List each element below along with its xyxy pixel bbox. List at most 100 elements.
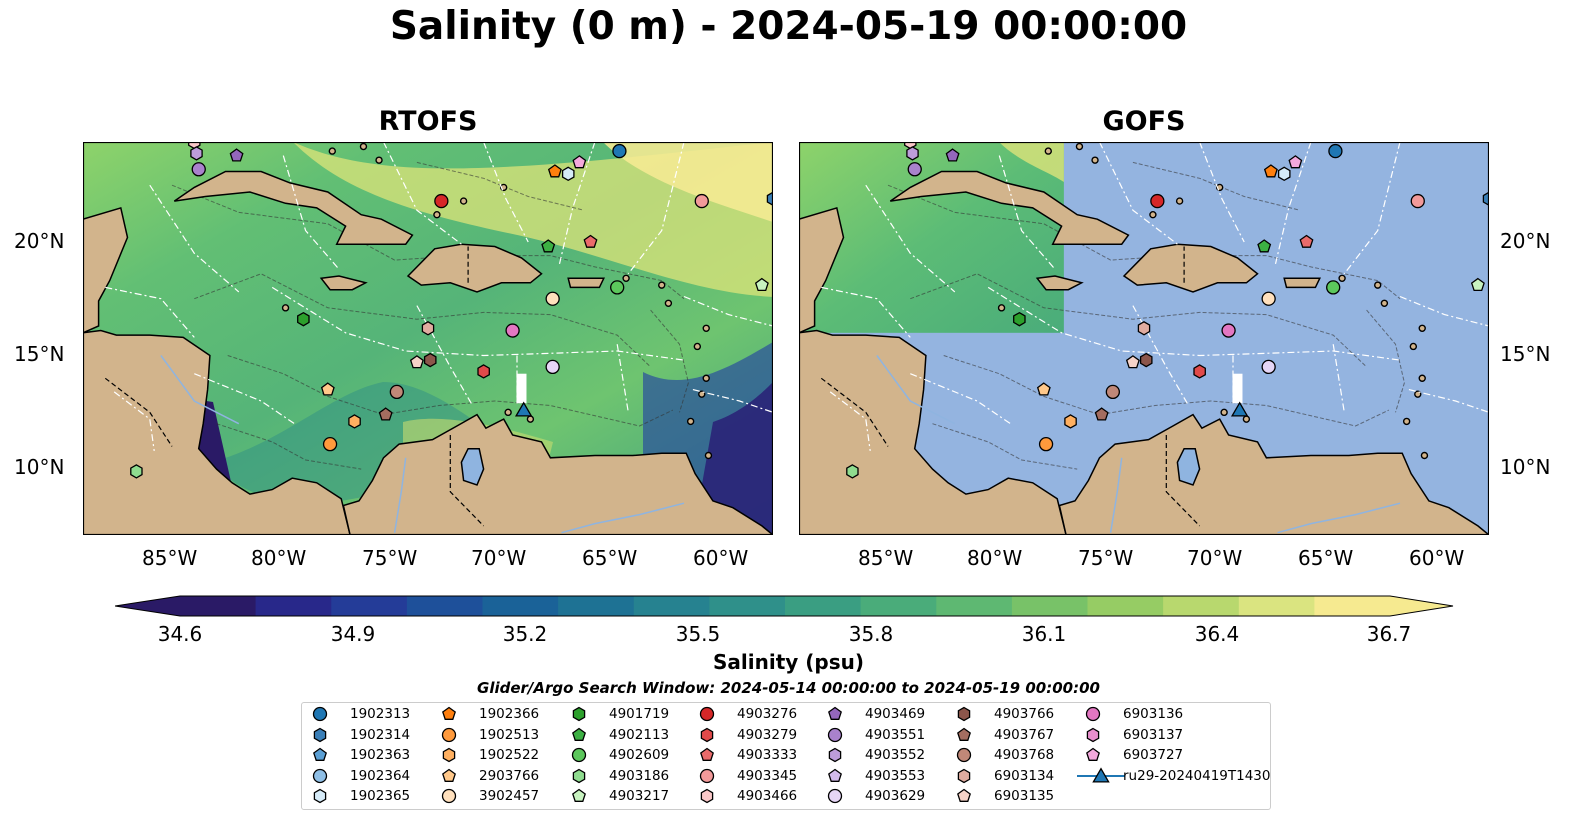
float-marker-4903345 <box>1410 193 1425 209</box>
legend-label: 1902363 <box>350 747 411 764</box>
float-marker-1902366 <box>1263 164 1278 178</box>
float-marker-4902609 <box>1326 280 1341 295</box>
legend-item: 1902363 <box>310 745 410 765</box>
legend-marker-icon <box>572 789 586 803</box>
island-land <box>1220 408 1228 417</box>
legend-label: 4903345 <box>737 767 798 784</box>
colorbar-bin <box>1087 596 1164 616</box>
legend-label: 6903136 <box>1123 706 1184 722</box>
lon-label-left-60: 60°W <box>693 546 749 570</box>
float-marker-3902457 <box>1261 291 1276 306</box>
legend-marker-icon <box>572 727 586 741</box>
island-land <box>359 142 368 151</box>
legend-item: 4903553 <box>825 766 925 786</box>
float-marker-4903629 <box>1261 359 1276 375</box>
country-border <box>820 377 889 447</box>
float-marker-4903766 <box>423 352 437 368</box>
float-marker-6903136 <box>505 323 520 338</box>
eez-boundary <box>1343 142 1401 275</box>
legend-label: 4903629 <box>865 788 926 805</box>
legend-marker-icon <box>442 747 456 763</box>
legend-marker-icon <box>441 789 457 804</box>
legend-marker-icon <box>441 727 457 742</box>
float-marker-4903333 <box>583 234 598 248</box>
lat-label-right-15: 15°N <box>1500 342 1551 366</box>
lat-label-left-10: 10°N <box>14 455 65 479</box>
legend-item: 1902365 <box>310 786 410 806</box>
lon-label-left-80: 80°W <box>251 546 307 570</box>
central-america-land <box>83 329 351 535</box>
eez-boundary <box>1098 142 1178 245</box>
eez-boundary <box>382 142 462 245</box>
eez-boundary <box>1274 142 1312 265</box>
eez-boundary <box>271 286 685 361</box>
colorbar-bin <box>255 596 332 616</box>
legend-label: 4903333 <box>737 747 798 764</box>
legend-item: 6903136 <box>1083 704 1183 724</box>
island-land <box>693 342 702 351</box>
float-marker-4903217 <box>754 277 769 292</box>
legend-marker-icon <box>571 748 587 763</box>
island-land <box>526 415 535 423</box>
float-marker-4903469 <box>945 148 960 162</box>
legend-item: 4903345 <box>697 766 797 786</box>
maracaibo-lake <box>460 447 485 486</box>
colorbar-bin <box>785 596 862 616</box>
legend-marker-icon <box>828 768 842 782</box>
legend-label: 6903727 <box>1123 747 1184 764</box>
float-marker-4901719 <box>1013 311 1026 327</box>
legend-marker-icon <box>312 706 328 722</box>
colorbar-extend-max <box>1390 596 1453 616</box>
float-marker-2903766 <box>1036 382 1051 396</box>
island-land <box>1402 417 1411 426</box>
float-marker-4903469 <box>229 148 244 162</box>
legend-item: 4901719 <box>569 704 669 724</box>
lon-label-right-65: 65°W <box>1298 546 1354 570</box>
legend-marker-icon <box>442 706 456 720</box>
yucatan-land <box>799 206 845 334</box>
glider-track <box>1232 373 1243 404</box>
river <box>876 355 956 425</box>
legend-item: 4903469 <box>825 704 925 724</box>
legend-marker-icon <box>1077 767 1125 783</box>
float-marker-1902365 <box>1277 166 1291 182</box>
island-land <box>1374 281 1382 289</box>
colorbar-bin <box>558 596 635 616</box>
legend-label: 1902313 <box>350 706 411 722</box>
float-marker-4903766 <box>1139 352 1153 368</box>
legend-marker-icon <box>313 727 327 742</box>
float-marker-4903333 <box>1299 234 1314 248</box>
float-marker-ru29-20240419T1430 <box>1230 401 1249 417</box>
river <box>1109 457 1123 533</box>
bathymetry-contour <box>910 273 1367 368</box>
float-marker-4903629 <box>545 359 560 375</box>
legend-label: 1902522 <box>479 747 540 764</box>
float-marker-4903768 <box>389 384 404 400</box>
float-marker-6903135 <box>409 355 424 369</box>
legend-marker-icon <box>1085 706 1101 722</box>
legend-item: 2903766 <box>439 766 539 786</box>
lon-label-right-85: 85°W <box>858 546 914 570</box>
gofs-map <box>799 142 1489 535</box>
float-marker-4902609 <box>610 280 625 295</box>
legend-marker-icon <box>1086 747 1100 762</box>
rtofs-panel-title: RTOFS <box>378 106 478 137</box>
legend-label: 4901719 <box>609 706 670 722</box>
island-land <box>1338 274 1346 283</box>
colorbar-bin <box>633 596 710 616</box>
legend-marker-icon <box>699 768 715 783</box>
legend-item: 1902313 <box>310 704 410 724</box>
legend-marker-icon <box>313 789 327 804</box>
country-border <box>1165 435 1201 527</box>
legend-label: 4903767 <box>994 726 1055 743</box>
island-land <box>1044 147 1052 155</box>
legend-item: 1902364 <box>310 766 410 786</box>
legend-label: 2903766 <box>479 767 540 784</box>
legend-label: ru29-20240419T1430 <box>1123 767 1271 784</box>
high-salinity-region <box>603 142 773 222</box>
legend-label: 1902314 <box>350 726 411 743</box>
float-marker-4902113 <box>541 239 556 253</box>
island-land <box>664 299 673 307</box>
low-salinity-region <box>693 382 773 535</box>
legend-label: 1902364 <box>350 767 411 784</box>
